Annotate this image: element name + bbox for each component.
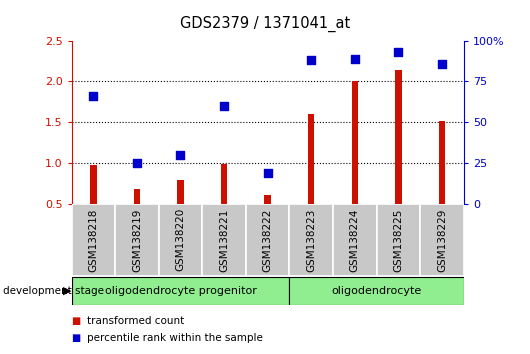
Point bbox=[394, 49, 403, 55]
Bar bbox=[439, 120, 445, 204]
Text: GSM138225: GSM138225 bbox=[393, 208, 403, 272]
Text: GSM138218: GSM138218 bbox=[89, 208, 99, 272]
Text: development stage: development stage bbox=[3, 286, 104, 296]
Point bbox=[438, 61, 446, 66]
Bar bbox=[158, 204, 202, 276]
Bar bbox=[134, 189, 140, 204]
Bar bbox=[90, 165, 96, 204]
Text: GSM138222: GSM138222 bbox=[263, 208, 272, 272]
Bar bbox=[420, 204, 464, 276]
Bar bbox=[202, 204, 246, 276]
Point bbox=[350, 56, 359, 62]
Bar bbox=[351, 81, 358, 204]
Text: ■: ■ bbox=[72, 333, 81, 343]
Text: oligodendrocyte progenitor: oligodendrocyte progenitor bbox=[104, 286, 257, 296]
Text: GSM138220: GSM138220 bbox=[175, 208, 186, 272]
Bar bbox=[289, 277, 464, 304]
Bar bbox=[377, 204, 420, 276]
Text: GSM138229: GSM138229 bbox=[437, 208, 447, 272]
Bar bbox=[308, 114, 314, 204]
Point bbox=[89, 93, 98, 99]
Bar bbox=[333, 204, 377, 276]
Point bbox=[307, 57, 315, 63]
Text: ▶: ▶ bbox=[63, 286, 71, 296]
Text: transformed count: transformed count bbox=[87, 316, 184, 326]
Text: percentile rank within the sample: percentile rank within the sample bbox=[87, 333, 263, 343]
Point bbox=[132, 160, 141, 166]
Bar bbox=[221, 164, 227, 204]
Text: GSM138219: GSM138219 bbox=[132, 208, 142, 272]
Text: oligodendrocyte: oligodendrocyte bbox=[331, 286, 422, 296]
Point bbox=[263, 170, 272, 176]
Text: GSM138221: GSM138221 bbox=[219, 208, 229, 272]
Bar bbox=[289, 204, 333, 276]
Bar bbox=[72, 277, 289, 304]
Bar bbox=[72, 204, 115, 276]
Text: GSM138224: GSM138224 bbox=[350, 208, 360, 272]
Point bbox=[220, 103, 228, 109]
Bar bbox=[177, 180, 184, 204]
Text: ■: ■ bbox=[72, 316, 81, 326]
Text: GDS2379 / 1371041_at: GDS2379 / 1371041_at bbox=[180, 16, 350, 32]
Text: GSM138223: GSM138223 bbox=[306, 208, 316, 272]
Point bbox=[176, 152, 185, 158]
Bar bbox=[115, 204, 158, 276]
Bar bbox=[246, 204, 289, 276]
Bar bbox=[395, 70, 402, 204]
Bar bbox=[264, 195, 271, 204]
